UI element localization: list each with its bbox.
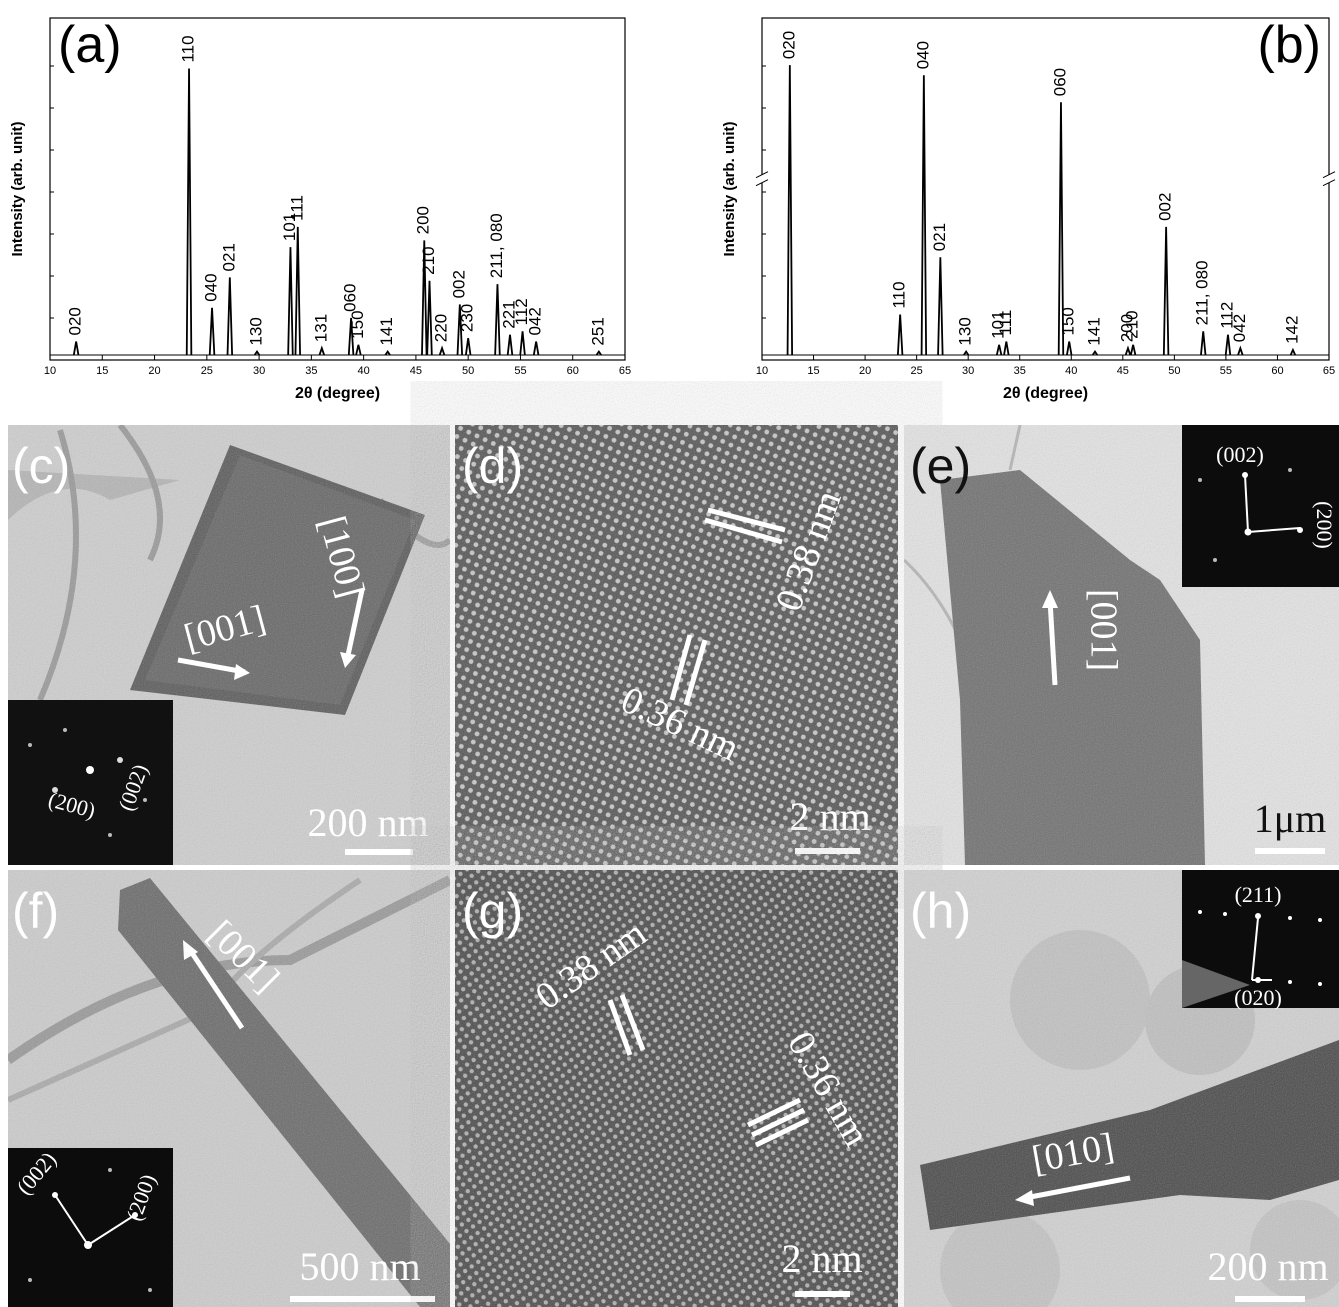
x-tick-label: 55 [1220,365,1232,377]
peak-label: 021 [930,223,949,251]
scale-bar-label: 2 nm [789,794,870,839]
peak-label: 040 [202,273,221,301]
x-axis-label: 2θ (degree) [1003,385,1088,402]
plot-frame [762,18,1329,360]
scale-bar [1235,1296,1305,1302]
peak-label: 110 [179,35,198,62]
x-tick-label: 25 [201,365,213,377]
scale-bar [290,1296,435,1302]
panel-label: (c) [12,438,70,494]
x-tick-label: 20 [148,365,160,377]
peak-label: 042 [1230,314,1249,342]
x-tick-label: 60 [567,365,579,377]
peak-label: 042 [526,307,545,335]
scale-bar-label: 1μm [1254,796,1327,841]
inset-label: (211) [1235,882,1282,907]
peak-label: 200 [414,206,433,234]
x-tick-label: 15 [807,365,819,377]
peak-label: 111 [996,310,1015,336]
peak-label: 220 [432,314,451,342]
x-tick-label: 40 [1065,365,1077,377]
x-tick-label: 20 [859,365,871,377]
figure: [001] [100] (200) (002) (c) 200 nm 0.38 … [0,0,1339,1307]
x-tick-label: 30 [253,365,265,377]
peak-label: 150 [348,310,367,338]
scale-bar-label: 200 nm [1207,1244,1328,1289]
x-tick-label: 65 [1323,365,1335,377]
peak-label: 060 [341,284,360,312]
inset-label: (020) [1234,985,1282,1010]
xrd-chart: 10 15 20 25 30 35 40 45 50 55 60 65 020 110 040 021 130 1… [9,16,631,402]
panel-g: 0.38 nm 0.36 nm (g) 2 nm [455,870,898,1307]
peak-label: 141 [1084,317,1103,345]
x-tick-label: 40 [358,365,370,377]
x-tick-label: 60 [1271,365,1283,377]
panel-f: [001] (002) (200) (f) 500 nm [8,870,455,1307]
x-tick-label: 35 [305,365,317,377]
panel-label: (e) [910,438,971,494]
scale-bar [345,849,413,855]
peak-label: 060 [1050,68,1069,96]
peak-label: 130 [956,317,975,345]
panel-label: (f) [12,883,59,939]
scale-bar-label: 2 nm [781,1236,862,1281]
panel-h: [010] (211) (020) (h) 200 nm [904,870,1339,1307]
x-tick-label: 45 [1117,365,1129,377]
x-axis-label: 2θ (degree) [295,385,380,402]
peak-label: 130 [246,317,265,345]
x-tick-label: 45 [410,365,422,377]
peak-label: 002 [1156,193,1175,221]
peak-label: 040 [913,41,932,69]
peak-label: 141 [377,317,396,345]
scale-bar [795,848,860,854]
peak-label: 020 [66,307,85,335]
panel-label: (b) [1257,16,1321,74]
peak-label: 021 [219,243,238,271]
inset-label: (002) [1216,442,1264,467]
page: [001] [100] (200) (002) (c) 200 nm 0.38 … [0,0,1339,1307]
y-axis-label: Intensity (arb. unit) [721,121,738,256]
peak-label: 211, 080 [1193,260,1212,325]
x-tick-label: 15 [96,365,108,377]
x-tick-label: 65 [619,365,631,377]
scale-bar [795,1291,850,1297]
x-tick-label: 30 [962,365,974,377]
peak-label: 210 [1123,310,1142,338]
panel-label: (a) [58,16,122,74]
peak-label: 020 [779,31,798,59]
scale-bar-label: 500 nm [299,1244,420,1289]
inset-label: (200) [1312,501,1337,549]
peak-label: 211, 080 [487,213,506,278]
x-tick-label: 10 [44,365,56,377]
x-tick-label: 50 [1168,365,1180,377]
panel-label: (g) [462,883,523,939]
scale-bar [1255,848,1325,854]
panel-d: 0.38 nm 0.36 nm (d) 2 nm [455,425,898,865]
peak-label: 131 [311,314,330,342]
panel-e: [001] (002) (200) (e) 1μm [904,425,1339,865]
xrd-chart: 10 15 20 25 30 35 40 45 50 55 60 65 020 110 040 021 130 1… [721,16,1335,402]
peak-label: 230 [458,304,477,332]
panel-c: [001] [100] (200) (002) (c) 200 nm [8,425,450,865]
y-axis-label: Intensity (arb. unit) [9,121,26,256]
x-tick-label: 10 [756,365,768,377]
peak-label: 142 [1282,316,1301,344]
x-tick-label: 35 [1014,365,1026,377]
axis-break-gap [756,175,768,183]
peak-label: 110 [890,281,909,308]
panel-label: (d) [462,438,523,494]
peak-label: 002 [449,270,468,298]
x-tick-label: 25 [911,365,923,377]
x-tick-label: 50 [462,365,474,377]
peak-label: 251 [588,317,607,345]
peak-label: 150 [1059,307,1078,335]
x-tick-label: 55 [514,365,526,377]
peak-label: 210 [419,246,438,274]
panel-label: (h) [910,883,971,939]
annotation: [001] [1082,589,1124,671]
peak-label: 111 [287,195,306,221]
axis-break-gap [1323,175,1335,183]
scale-bar-label: 200 nm [307,800,428,845]
